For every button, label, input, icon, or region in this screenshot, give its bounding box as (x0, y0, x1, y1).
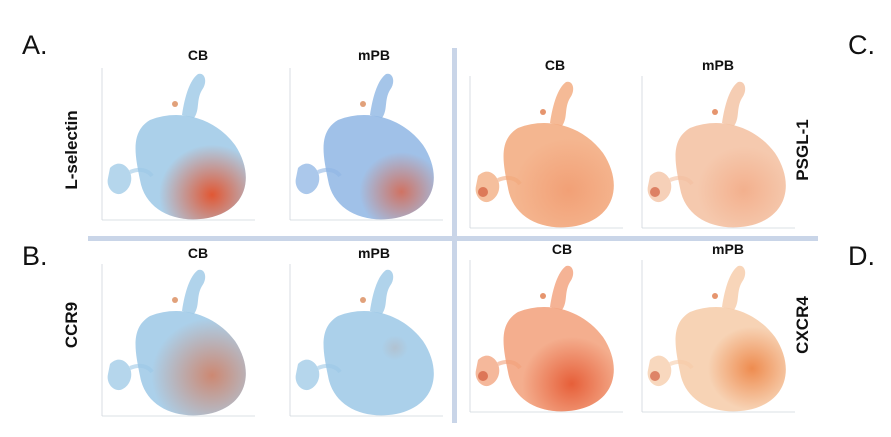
cell-cluster-left (295, 163, 320, 195)
umap-plot-lselectin-mpb (278, 60, 448, 230)
column-title-mpb-c: mPB (702, 57, 734, 73)
cell-cluster-top (722, 265, 746, 310)
horizontal-divider (88, 236, 818, 241)
cell-cluster-top (370, 73, 394, 118)
column-title-cb-b: CB (187, 245, 209, 261)
cell-cluster-left (107, 163, 132, 195)
umap-plot-ccr9-cb (90, 256, 260, 426)
panel-label-d: D. (848, 241, 875, 271)
umap-plot-lselectin-cb (90, 60, 260, 230)
column-title-cb-c: CB (544, 57, 566, 73)
marker-label-ccr9: CCR9 (62, 301, 81, 349)
cell-cluster-left (295, 359, 320, 391)
umap-plot-psgl1-mpb (630, 68, 800, 238)
cell-cluster-left (107, 359, 132, 391)
column-title-mpb-a: mPB (358, 47, 390, 63)
cell-cluster-top (182, 269, 206, 314)
umap-plot-cxcr4-mpb (630, 252, 800, 422)
vertical-divider (452, 48, 457, 423)
column-title-mpb-d: mPB (712, 241, 744, 257)
column-title-cb-a: CB (187, 47, 209, 63)
umap-plot-ccr9-mpb (278, 256, 448, 426)
marker-label-l-selectin: L-selectin (62, 110, 81, 190)
cell-cluster-top (370, 269, 394, 314)
cell-cluster-left (475, 171, 500, 203)
cell-cluster-left (475, 355, 500, 387)
column-title-cb-d: CB (551, 241, 573, 257)
panel-label-c: C. (848, 30, 875, 60)
panel-label-a: A. (22, 30, 48, 60)
cell-cluster-top (550, 81, 574, 126)
cell-cluster-top (550, 265, 574, 310)
cell-cluster-top (182, 73, 206, 118)
panel-label-b: B. (22, 241, 48, 271)
column-title-mpb-b: mPB (358, 245, 390, 261)
cell-cluster-left (647, 355, 672, 387)
cell-cluster-top (722, 81, 746, 126)
cell-cluster-left (647, 171, 672, 203)
umap-plot-cxcr4-cb (458, 252, 628, 422)
umap-plot-psgl1-cb (458, 68, 628, 238)
